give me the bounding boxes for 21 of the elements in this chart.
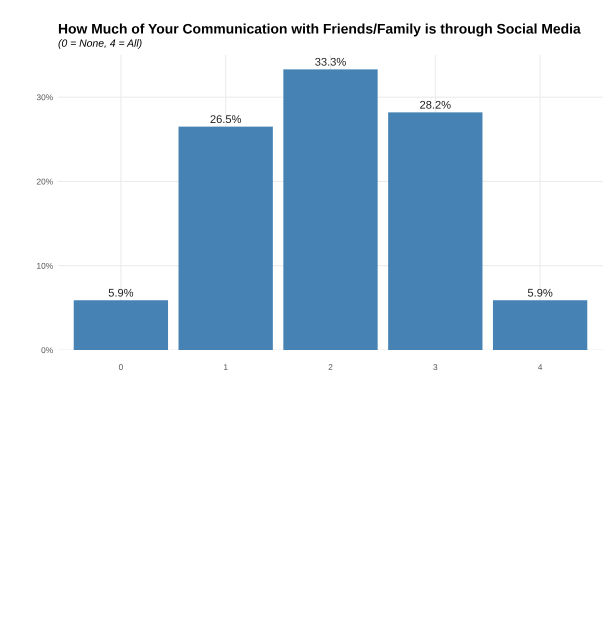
- y-tick-label: 30%: [36, 94, 53, 100]
- x-tick-label: 0: [118, 364, 123, 370]
- x-tick-label: 2: [328, 364, 332, 370]
- x-tick-label: 1: [224, 364, 228, 370]
- bar: [283, 69, 378, 350]
- bar: [388, 112, 482, 350]
- y-tick-label: 20%: [36, 178, 53, 185]
- data-label: 5.9%: [528, 288, 552, 297]
- bar: [492, 300, 588, 350]
- data-label: 5.9%: [108, 288, 134, 297]
- bar: [74, 300, 168, 350]
- data-label: 26.5%: [210, 115, 242, 124]
- chart-subtitle: (0 = None, 4 = All): [58, 39, 142, 49]
- y-tick-label: 10%: [37, 262, 53, 269]
- data-label: 33.3%: [315, 58, 346, 66]
- data-label: 28.2%: [420, 100, 451, 109]
- bar: [178, 126, 273, 350]
- y-tick-label: 0%: [41, 347, 53, 354]
- x-tick-label: 3: [433, 364, 438, 370]
- x-tick-label: 4: [538, 364, 542, 370]
- chart-title: How Much of Your Communication with Friends/Family is through Social Media: [58, 23, 581, 37]
